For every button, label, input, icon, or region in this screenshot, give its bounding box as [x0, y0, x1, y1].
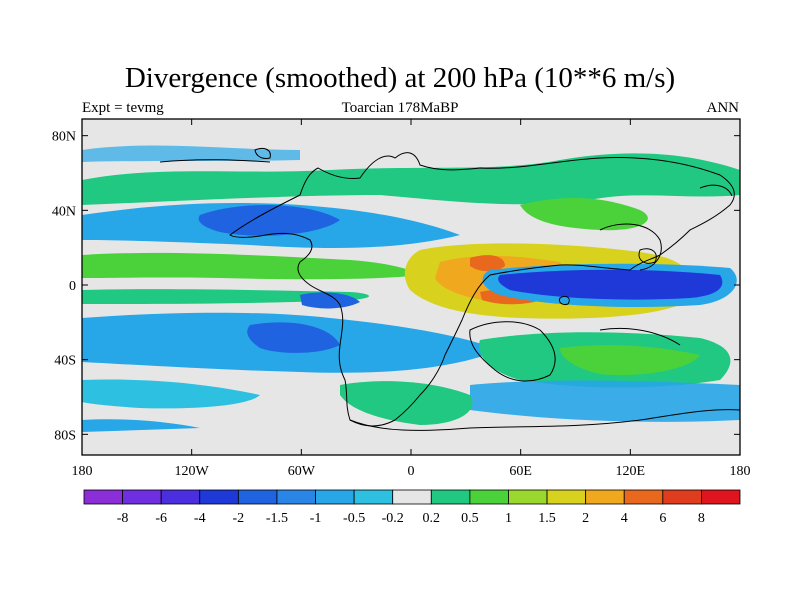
- lat-tick-label: 40N: [52, 204, 76, 219]
- sh-positive-east-core: [560, 345, 700, 376]
- gondwana-south: [349, 409, 740, 431]
- tethys-islands: [638, 248, 657, 264]
- arctic-island: [254, 147, 271, 159]
- experiment-label: Expt = tevmg: [82, 100, 164, 116]
- central-divergence-max: [470, 255, 505, 272]
- lon-tick-label: 0: [408, 464, 415, 479]
- sh-convergence-southwest: [82, 379, 260, 409]
- axes: 80N 40N 0 40S 80S 180 120W 60W 0 60E 120E 180: [52, 119, 751, 479]
- lat-tick-label: 80S: [54, 428, 76, 443]
- colorbar-swatch: [430, 489, 471, 505]
- lat-tick-label: 40S: [54, 354, 76, 369]
- colorbar-swatch: [546, 489, 587, 505]
- india-block: [469, 321, 556, 382]
- sh-convergence-core: [247, 322, 340, 353]
- gondwana-east: [599, 327, 681, 346]
- colorbar-swatch: [353, 489, 394, 505]
- colorbar-swatch: [199, 489, 239, 505]
- lon-tick-label: 120W: [175, 464, 210, 479]
- colorbar-label: -0.2: [382, 511, 404, 526]
- colorbar: -8 -6 -4 -2 -1.5 -1 -0.5 -0.2 0.2 0.5 1 1.5 2 4 6 8: [83, 489, 741, 526]
- lon-tick-label: 60W: [288, 464, 316, 479]
- sh-convergence-east: [470, 380, 740, 422]
- colorbar-swatch: [122, 489, 162, 505]
- asia-margin: [699, 184, 733, 197]
- colorbar-swatch: [392, 489, 432, 505]
- colorbar-label: 4: [621, 511, 628, 526]
- positive-band-arctic: [82, 145, 300, 162]
- coastlines: [159, 147, 740, 431]
- lon-tick-label: 180: [72, 464, 93, 479]
- colorbar-label: -8: [117, 511, 129, 526]
- colorbar-swatch: [315, 489, 355, 505]
- colorbar-label: -4: [194, 511, 206, 526]
- lat-tick-label: 0: [69, 279, 76, 294]
- colorbar-label: -6: [155, 511, 167, 526]
- colorbar-label: 0.5: [461, 511, 479, 526]
- lon-tick-label: 60E: [509, 464, 532, 479]
- plot-title: Divergence (smoothed) at 200 hPa (10**6 …: [124, 62, 676, 94]
- equatorial-positive-south: [82, 289, 369, 304]
- lat-tick-label: 80N: [52, 130, 76, 145]
- colorbar-label: 6: [659, 511, 666, 526]
- colorbar-label: -2: [233, 511, 245, 526]
- equatorial-islet: [559, 295, 570, 305]
- colorbar-label: 0.2: [423, 511, 441, 526]
- colorbar-label: -1.5: [266, 511, 288, 526]
- colorbar-swatch: [469, 489, 509, 505]
- colorbar-swatch: [662, 489, 702, 505]
- colorbar-label: 1.5: [538, 511, 556, 526]
- sh-positive-south: [340, 381, 473, 425]
- colorbar-swatch: [508, 489, 548, 505]
- colorbar-swatch: [623, 489, 664, 505]
- colorbar-swatch: [585, 489, 625, 505]
- positive-band-north: [82, 153, 740, 205]
- colorbar-swatch: [160, 489, 201, 505]
- sh-convergence-west: [300, 292, 360, 309]
- colorbar-label: -0.5: [343, 511, 365, 526]
- east-convergence-core: [498, 269, 723, 300]
- nh-convergence-core: [198, 204, 340, 236]
- east-asia-block: [599, 223, 662, 271]
- northern-arc: [159, 159, 271, 163]
- colorbar-label: 2: [582, 511, 589, 526]
- lon-tick-label: 180: [730, 464, 751, 479]
- colorbar-label: -1: [310, 511, 322, 526]
- period-label: Toarcian 178MaBP: [341, 100, 459, 116]
- contour-field: [82, 145, 740, 432]
- antarctic-convergence: [82, 419, 200, 432]
- colorbar-label: 8: [698, 511, 705, 526]
- colorbar-swatch: [701, 489, 741, 505]
- colorbar-swatch: [237, 489, 278, 505]
- colorbar-swatch: [83, 489, 123, 505]
- equatorial-positive-west: [82, 252, 420, 280]
- season-label: ANN: [706, 100, 740, 116]
- lon-tick-label: 120E: [616, 464, 646, 479]
- colorbar-label: 1: [505, 511, 512, 526]
- colorbar-swatch: [276, 489, 316, 505]
- pangea-outline: [229, 152, 735, 427]
- north-atlantic-positive: [520, 198, 648, 231]
